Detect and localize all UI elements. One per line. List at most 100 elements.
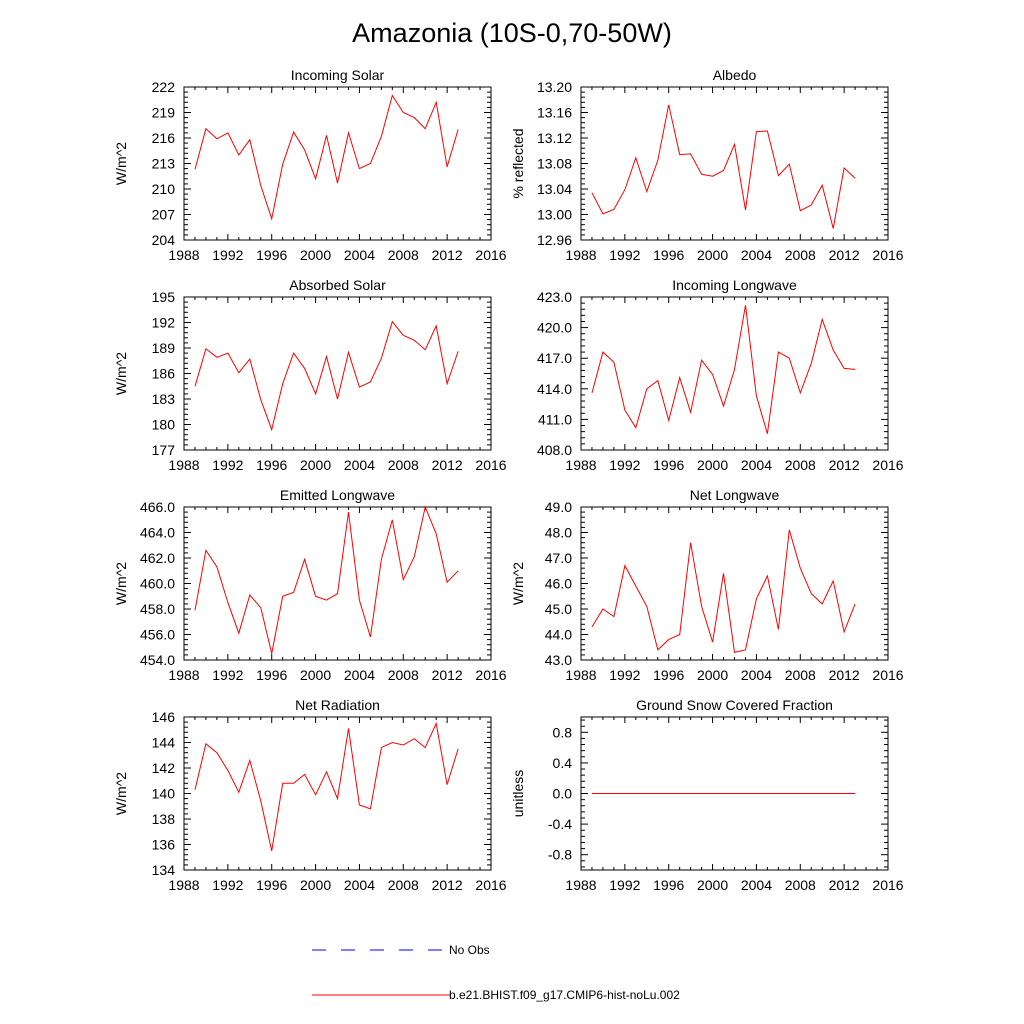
plot-frame (183, 716, 492, 871)
panel-grid: Incoming Solar 1988 1992 1996 2000 2004 2008 20… (113, 67, 904, 893)
y-tick-label: 417.0 (537, 350, 572, 366)
x-tick-label: 2016 (872, 877, 903, 893)
y-tick-label: 47.0 (545, 550, 572, 566)
y-tick-label: 177 (152, 442, 176, 458)
y-tick-label: 408.0 (537, 442, 572, 458)
y-tick-label: 180 (152, 417, 176, 433)
y-tick-label: 45.0 (545, 601, 572, 617)
y-tick-label: 13.20 (537, 79, 572, 95)
y-tick-label: 144 (152, 735, 176, 751)
x-tick-label: 1988 (565, 247, 596, 263)
y-tick-label: 458.0 (140, 601, 175, 617)
x-tick-label: 1988 (168, 247, 199, 263)
x-tick-label: 2000 (300, 667, 331, 683)
x-tick-label: 2000 (697, 667, 728, 683)
y-tick-label: 219 (152, 105, 176, 121)
x-tick-label: 2000 (300, 457, 331, 473)
y-tick-label: 222 (152, 79, 176, 95)
x-tick-label: 1992 (212, 877, 243, 893)
x-tick-label: 1988 (168, 667, 199, 683)
y-tick-label: 48.0 (545, 525, 572, 541)
plot-frame (580, 86, 889, 241)
panel-title: Ground Snow Covered Fraction (636, 697, 833, 713)
y-tick-label: 207 (152, 207, 176, 223)
x-tick-label: 2004 (741, 247, 772, 263)
y-tick-label: 423.0 (537, 289, 572, 305)
x-tick-label: 2004 (741, 877, 772, 893)
x-tick-label: 2004 (344, 247, 375, 263)
x-tick-label: 2012 (432, 667, 463, 683)
panel-2: Albedo 1988 1992 1996 2000 2004 2008 2012 2016 12… (510, 67, 904, 263)
x-tick-label: 2000 (697, 247, 728, 263)
legend-label-model: b.e21.BHIST.f09_g17.CMIP6-hist-noLu.002 (449, 988, 680, 1002)
x-tick-label: 1992 (609, 247, 640, 263)
x-tick-label: 2012 (432, 247, 463, 263)
y-tick-label: -0.4 (548, 816, 572, 832)
x-tick-label: 1996 (256, 877, 287, 893)
y-tick-label: 13.16 (537, 105, 572, 121)
y-tick-label: 13.08 (537, 156, 572, 172)
y-tick-label: 414.0 (537, 381, 572, 397)
series-line (194, 721, 459, 852)
series-line (194, 94, 459, 221)
x-tick-label: 1988 (565, 667, 596, 683)
panel-8: Ground Snow Covered Fraction 1988 1992 1996… (510, 697, 904, 893)
y-axis-label: unitless (510, 770, 526, 817)
y-tick-label: 0.4 (553, 755, 573, 771)
x-tick-label: 1992 (212, 667, 243, 683)
panel-3: Absorbed Solar 1988 1992 1996 2000 2004 2008 20… (113, 277, 507, 473)
y-tick-label: 216 (152, 130, 176, 146)
x-tick-label: 1996 (256, 247, 287, 263)
x-tick-label: 2008 (785, 667, 816, 683)
y-tick-label: 454.0 (140, 652, 175, 668)
x-tick-label: 2008 (388, 667, 419, 683)
panel-7: Net Radiation 1988 1992 1996 2000 2004 2008 201… (113, 697, 507, 893)
plot-frame (183, 86, 492, 241)
y-tick-label: 183 (152, 391, 176, 407)
plot-frame (580, 506, 889, 661)
x-tick-label: 2008 (785, 457, 816, 473)
y-tick-label: 195 (152, 289, 176, 305)
panel-title: Net Radiation (295, 697, 380, 713)
x-tick-label: 2000 (697, 877, 728, 893)
y-tick-label: 466.0 (140, 499, 175, 515)
series-line (591, 305, 856, 434)
x-tick-label: 1992 (609, 457, 640, 473)
panel-5: Emitted Longwave 1988 1992 1996 2000 2004 2008… (113, 487, 507, 683)
x-tick-label: 1988 (565, 457, 596, 473)
x-tick-label: 2016 (872, 667, 903, 683)
x-tick-label: 2000 (697, 457, 728, 473)
series-line (591, 529, 856, 654)
y-tick-label: 210 (152, 181, 176, 197)
x-tick-label: 2016 (872, 457, 903, 473)
x-tick-label: 2012 (432, 457, 463, 473)
panel-6: Net Longwave 1988 1992 1996 2000 2004 2008 2012… (510, 487, 904, 683)
x-tick-label: 2004 (344, 667, 375, 683)
x-tick-label: 2016 (475, 667, 506, 683)
plot-frame (580, 296, 889, 451)
x-tick-label: 1996 (653, 457, 684, 473)
legend-label-no-obs: No Obs (449, 943, 490, 957)
x-tick-label: 1992 (212, 457, 243, 473)
y-axis-label: W/m^2 (113, 772, 129, 815)
y-tick-label: 189 (152, 340, 176, 356)
y-tick-label: 192 (152, 315, 176, 331)
legend: No Obs b.e21.BHIST.f09_g17.CMIP6-hist-no… (312, 943, 680, 1002)
y-tick-label: 43.0 (545, 652, 572, 668)
y-axis-label: W/m^2 (510, 562, 526, 605)
x-tick-label: 1996 (653, 247, 684, 263)
x-tick-label: 2000 (300, 247, 331, 263)
y-tick-label: 146 (152, 709, 176, 725)
y-tick-label: 46.0 (545, 576, 572, 592)
plot-frame (183, 506, 492, 661)
figure-title: Amazonia (10S-0,70-50W) (352, 18, 672, 48)
x-tick-label: 2016 (475, 457, 506, 473)
y-tick-label: -0.8 (548, 847, 572, 863)
y-tick-label: 204 (152, 232, 176, 248)
y-tick-label: 0.8 (553, 724, 573, 740)
x-tick-label: 1996 (256, 457, 287, 473)
x-tick-label: 1996 (653, 667, 684, 683)
x-tick-label: 2008 (785, 247, 816, 263)
panel-title: Incoming Longwave (672, 277, 797, 293)
y-tick-label: 186 (152, 366, 176, 382)
